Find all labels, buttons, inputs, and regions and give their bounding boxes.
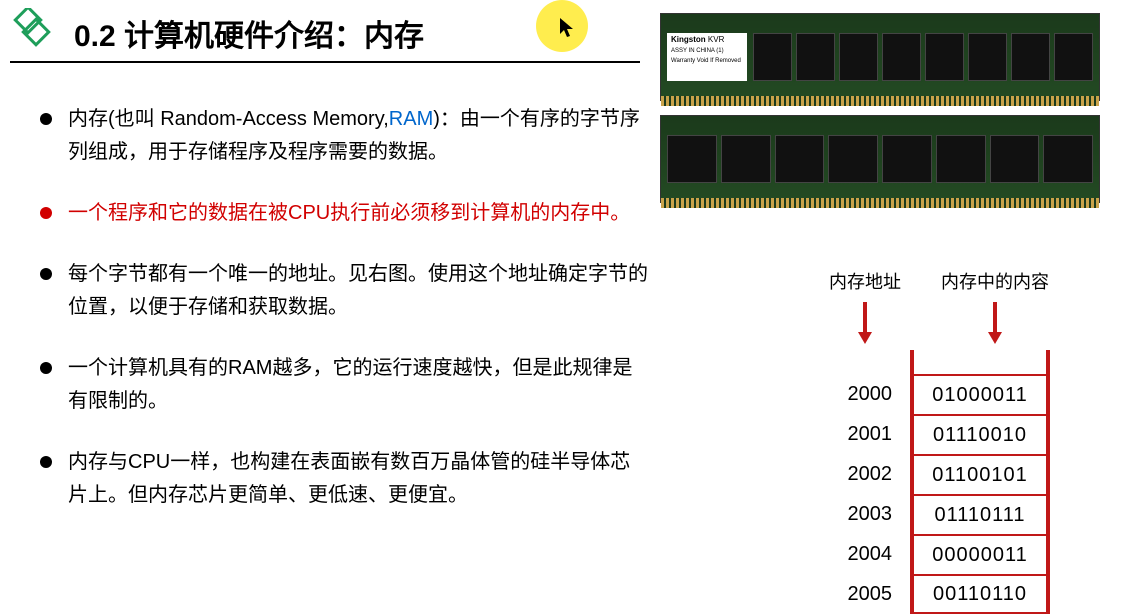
ram-module-back — [660, 115, 1100, 203]
mem-addr: 2003 — [800, 494, 910, 534]
ram-chip — [828, 135, 878, 183]
mem-addr: 2002 — [800, 454, 910, 494]
ram-chip — [775, 135, 825, 183]
bullet-item-3: 一个计算机具有的RAM越多，它的运行速度越快，但是此规律是有限制的。 — [40, 352, 650, 418]
ram-label-lines: ASSY IN CHINA (1) Warranty Void If Remov… — [671, 48, 741, 64]
mem-header-content: 内存中的内容 — [930, 268, 1060, 294]
ram-chip — [882, 135, 932, 183]
mem-header-addr: 内存地址 — [800, 268, 930, 294]
ram-brand: Kingston — [671, 35, 706, 44]
mem-addr: 2001 — [800, 414, 910, 454]
ram-chip — [667, 135, 717, 183]
bullet-item-4: 内存与CPU一样，也构建在表面嵌有数百万晶体管的硅半导体芯片上。但内存芯片更简单… — [40, 446, 650, 512]
ram-model: KVR — [708, 35, 724, 44]
ram-chip — [753, 33, 792, 81]
ram-chip — [1011, 33, 1050, 81]
mem-addr: 2000 — [800, 374, 910, 414]
bullet-item-2: 每个字节都有一个唯一的地址。见右图。使用这个地址确定字节的位置，以便于存储和获取… — [40, 258, 650, 324]
ram-sticker: Kingston KVR ASSY IN CHINA (1) Warranty … — [667, 33, 747, 81]
cursor-icon — [560, 18, 576, 43]
memory-data-column: 0100001101110010011001010111011100000011… — [910, 350, 1050, 614]
ram-chip — [968, 33, 1007, 81]
ram-chip — [839, 33, 878, 81]
mem-addr: 2005 — [800, 574, 910, 614]
page-title: 0.2 计算机硬件介绍：内存 — [74, 11, 424, 55]
ram-chip — [1054, 33, 1093, 81]
mem-addr: 2004 — [800, 534, 910, 574]
bullet-list: 内存(也叫 Random-Access Memory,RAM)：由一个有序的字节… — [40, 103, 650, 512]
arrow-addr-icon — [800, 300, 930, 344]
bullet-item-0: 内存(也叫 Random-Access Memory,RAM)：由一个有序的字节… — [40, 103, 650, 169]
ram-chip — [936, 135, 986, 183]
mem-cell: 00000011 — [914, 534, 1046, 574]
mem-cell: 01110111 — [914, 494, 1046, 534]
mem-cell: 01000011 — [914, 374, 1046, 414]
memory-addr-column: 200020012002200320042005 — [800, 350, 910, 614]
ram-chip — [882, 33, 921, 81]
ram-chip — [990, 135, 1040, 183]
memory-diagram: 内存地址 内存中的内容 200020012002200320042005 010… — [800, 268, 1120, 614]
ram-chip — [796, 33, 835, 81]
ram-photo: Kingston KVR ASSY IN CHINA (1) Warranty … — [660, 13, 1100, 217]
ram-module-front: Kingston KVR ASSY IN CHINA (1) Warranty … — [660, 13, 1100, 101]
ram-chip — [721, 135, 771, 183]
bullet-list-region: 内存(也叫 Random-Access Memory,RAM)：由一个有序的字节… — [10, 63, 650, 540]
logo-icon — [10, 8, 54, 57]
bullet-item-1: 一个程序和它的数据在被CPU执行前必须移到计算机的内存中。 — [40, 197, 650, 230]
right-panel: Kingston KVR ASSY IN CHINA (1) Warranty … — [650, 63, 1124, 540]
arrow-content-icon — [930, 300, 1060, 344]
ram-chip — [1043, 135, 1093, 183]
ram-chip — [925, 33, 964, 81]
mem-cell: 01110010 — [914, 414, 1046, 454]
mem-cell: 00110110 — [914, 574, 1046, 614]
mem-cell: 01100101 — [914, 454, 1046, 494]
